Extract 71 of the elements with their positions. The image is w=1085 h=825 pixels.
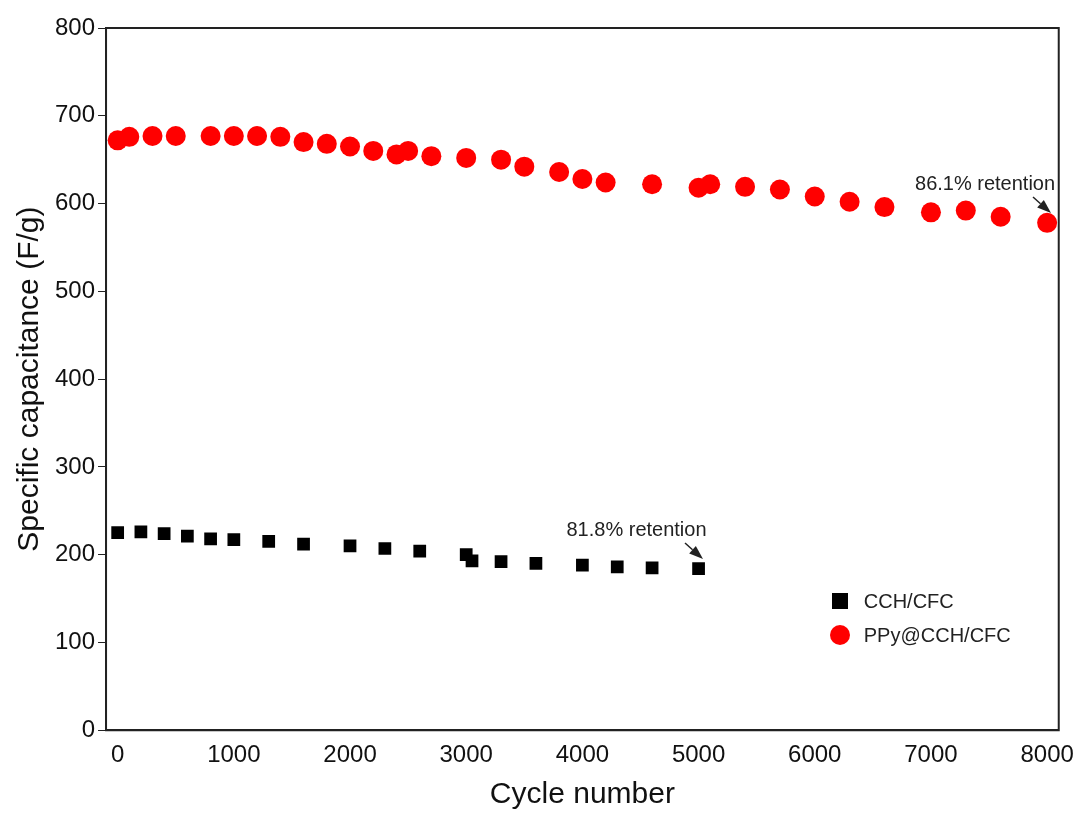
point bbox=[549, 161, 570, 182]
x-tick-label: 7000 bbox=[904, 740, 958, 768]
annotation: 86.1% retention bbox=[915, 172, 1056, 195]
point bbox=[142, 125, 163, 146]
point bbox=[642, 174, 663, 195]
point bbox=[700, 174, 721, 195]
x-axis-title: Cycle number bbox=[489, 776, 675, 810]
x-tick-label: 1000 bbox=[207, 740, 261, 768]
point bbox=[316, 133, 337, 154]
point bbox=[572, 168, 593, 189]
y-tick-label: 100 bbox=[55, 627, 96, 655]
point bbox=[119, 126, 140, 147]
point bbox=[692, 562, 705, 576]
point bbox=[645, 561, 659, 575]
y-tick-label: 300 bbox=[55, 451, 96, 479]
y-axis-title: Specific capacitance (F/g) bbox=[11, 206, 45, 552]
x-tick-label: 2000 bbox=[323, 740, 377, 768]
y-tick-label: 400 bbox=[55, 363, 96, 391]
point bbox=[165, 125, 186, 146]
x-tick-label: 6000 bbox=[788, 740, 842, 768]
point bbox=[134, 525, 148, 539]
y-tick-label: 200 bbox=[55, 539, 96, 567]
point bbox=[955, 200, 976, 221]
point bbox=[421, 146, 442, 167]
y-tick-label: 600 bbox=[55, 188, 96, 216]
y-tick-label: 500 bbox=[55, 275, 96, 303]
point bbox=[874, 197, 895, 218]
point bbox=[270, 126, 291, 147]
point bbox=[227, 533, 241, 547]
point bbox=[297, 537, 310, 551]
annotation: 81.8% retention bbox=[566, 518, 707, 541]
point bbox=[363, 140, 384, 161]
point bbox=[735, 176, 756, 197]
x-tick-label: 0 bbox=[110, 740, 125, 768]
point bbox=[378, 542, 392, 555]
point bbox=[595, 172, 616, 193]
point bbox=[576, 558, 589, 572]
x-tick-label: 8000 bbox=[1020, 740, 1074, 768]
point bbox=[340, 136, 361, 157]
point bbox=[398, 140, 419, 161]
legend-label: CCH/CFC bbox=[863, 589, 954, 615]
point bbox=[293, 132, 314, 153]
point bbox=[494, 555, 508, 569]
point bbox=[839, 191, 860, 212]
point bbox=[769, 179, 790, 200]
point bbox=[804, 186, 825, 207]
y-tick-label: 800 bbox=[55, 12, 96, 40]
point bbox=[247, 125, 268, 146]
point bbox=[223, 125, 244, 146]
legend-label: PPy@CCH/CFC bbox=[863, 623, 1011, 649]
point bbox=[529, 557, 543, 570]
point bbox=[262, 535, 276, 548]
y-tick-label: 700 bbox=[55, 100, 96, 128]
point bbox=[610, 560, 624, 574]
point bbox=[514, 156, 535, 177]
point bbox=[920, 202, 941, 223]
point bbox=[990, 206, 1011, 227]
point bbox=[181, 529, 194, 543]
point bbox=[465, 554, 479, 568]
point bbox=[204, 532, 217, 546]
point bbox=[157, 527, 171, 540]
y-tick-label: 0 bbox=[81, 714, 96, 742]
point bbox=[491, 149, 512, 170]
point bbox=[1037, 212, 1058, 233]
x-tick-label: 5000 bbox=[671, 740, 726, 768]
x-tick-label: 4000 bbox=[555, 740, 610, 768]
point bbox=[413, 544, 427, 558]
point bbox=[456, 147, 477, 168]
point bbox=[200, 125, 221, 146]
x-tick-label: 3000 bbox=[439, 740, 493, 768]
point bbox=[111, 526, 125, 540]
